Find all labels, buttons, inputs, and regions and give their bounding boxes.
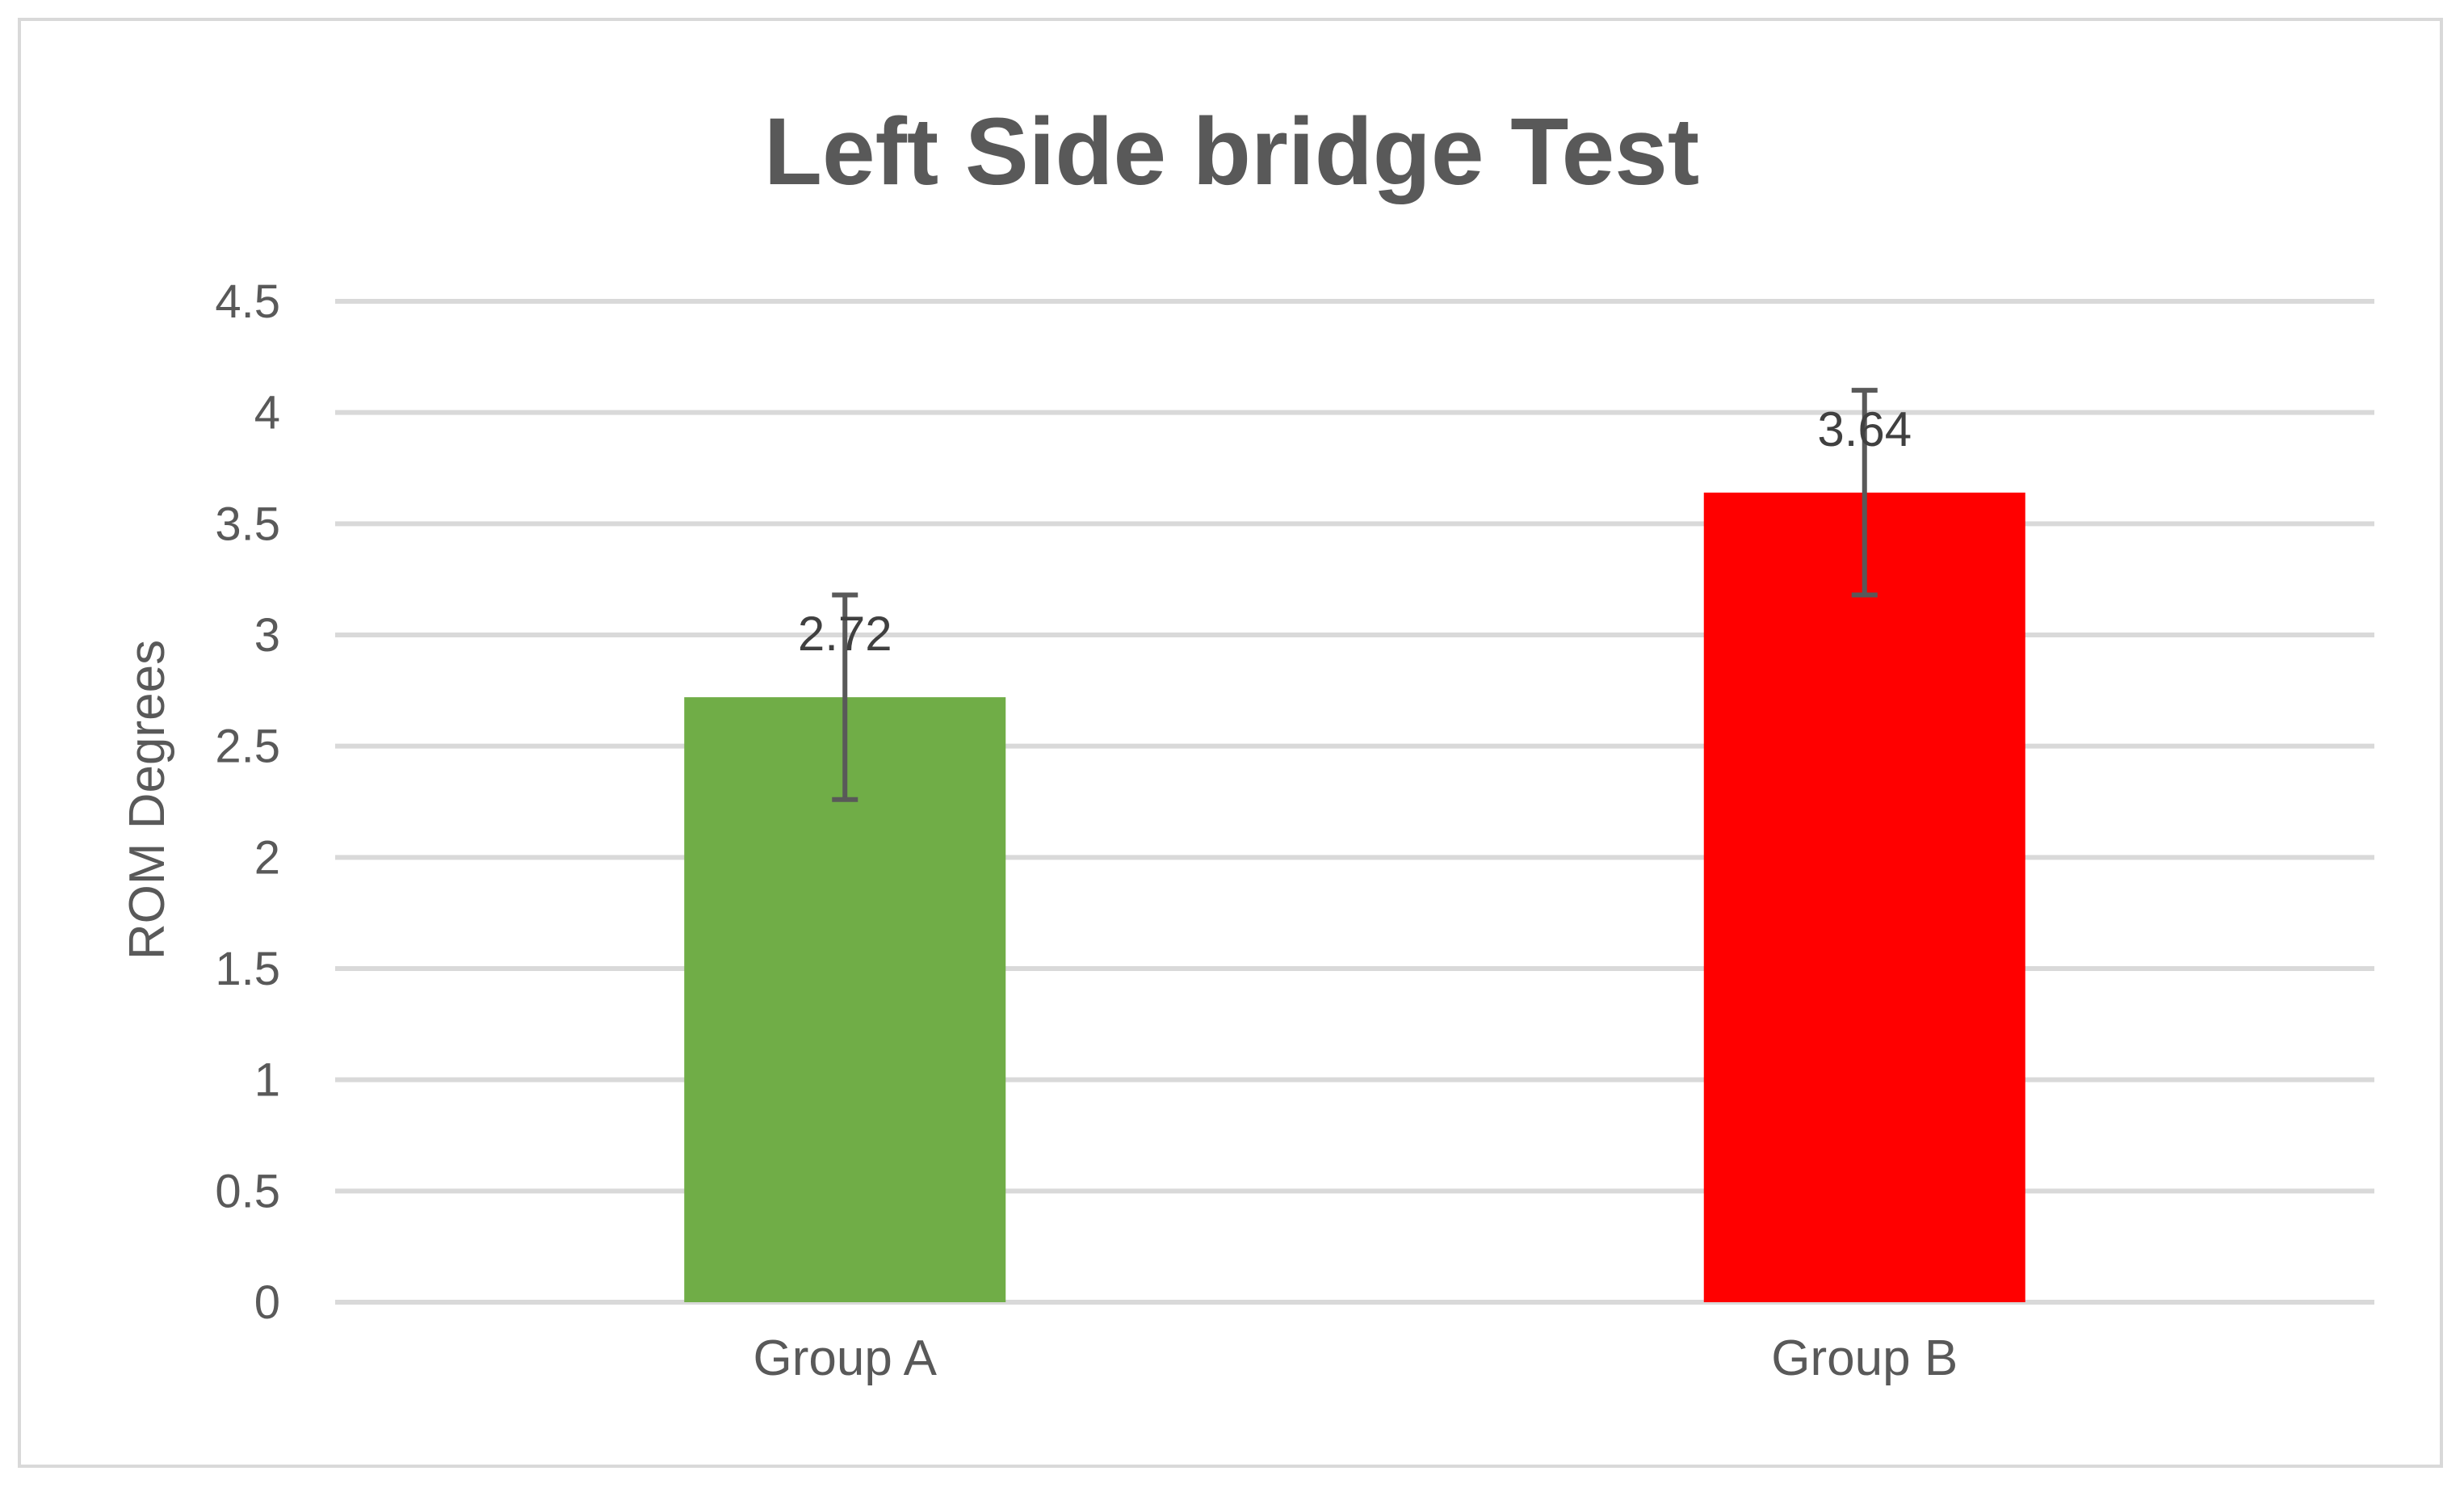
error-bars [832, 388, 1878, 802]
data-label: 2.72 [798, 607, 892, 661]
x-tick-label: Group A [753, 1330, 938, 1386]
y-tick-label: 0.5 [215, 1165, 280, 1217]
y-tick-label: 2.5 [215, 721, 280, 773]
y-axis-ticks: 0 0.5 1 1.5 2 2.5 3 3.5 4 4.5 [215, 275, 280, 1329]
x-axis-ticks: Group A Group B [753, 1330, 1958, 1386]
y-tick-label: 1 [254, 1054, 280, 1107]
y-tick-label: 2 [254, 831, 280, 884]
chart-frame [18, 18, 2443, 1468]
error-bar [1851, 388, 1878, 598]
chart-title: Left Side bridge Test [764, 99, 1699, 205]
y-axis-label: ROM Degrees [120, 640, 175, 960]
bar-group-b [1703, 492, 2025, 1302]
x-tick-label: Group B [1771, 1330, 1958, 1386]
error-bar [832, 592, 858, 802]
y-tick-label: 0 [254, 1276, 280, 1329]
data-labels: 2.72 3.64 [798, 402, 1912, 661]
y-tick-label: 4 [254, 387, 280, 439]
y-tick-label: 4.5 [215, 275, 280, 328]
y-tick-label: 1.5 [215, 943, 280, 995]
y-tick-label: 3.5 [215, 498, 280, 550]
gridlines [335, 299, 2374, 1305]
data-label: 3.64 [1817, 402, 1912, 456]
y-tick-label: 3 [254, 609, 280, 662]
